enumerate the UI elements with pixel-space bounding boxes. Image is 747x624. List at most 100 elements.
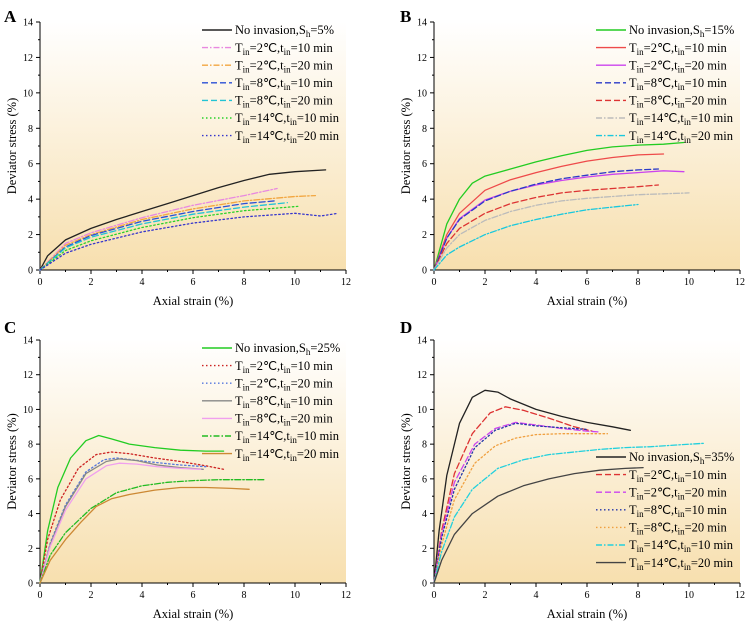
x-tick-label: 6	[585, 590, 590, 601]
series-line-4	[433, 422, 588, 584]
legend-label: No invasion,Sh=35%	[629, 450, 734, 466]
x-tick-label: 0	[38, 277, 43, 288]
y-tick-label: 14	[417, 18, 427, 29]
series-line-6	[39, 479, 266, 584]
x-tick-label: 4	[534, 590, 539, 601]
series-line-2	[39, 187, 278, 271]
plot-area	[434, 340, 740, 583]
legend-label: Tin=8℃,tin=20 min	[629, 94, 727, 110]
y-tick-label: 4	[28, 509, 33, 520]
y-tick-label: 6	[422, 159, 427, 170]
x-tick-label: 6	[585, 277, 590, 288]
series-line-6	[39, 205, 301, 271]
y-tick-label: 14	[23, 18, 33, 29]
legend-label: Tin=14℃,tin=10 min	[235, 429, 340, 445]
legend-label: No invasion,Sh=25%	[235, 341, 340, 357]
y-tick-label: 12	[23, 53, 33, 64]
y-tick-label: 12	[417, 53, 427, 64]
legend-label: Tin=14℃,tin=20 min	[235, 447, 340, 463]
legend-label: Tin=2℃,tin=10 min	[235, 41, 333, 57]
series-line-2	[39, 451, 225, 584]
legend-label: Tin=8℃,tin=20 min	[235, 412, 333, 428]
series-line-7	[433, 203, 639, 271]
y-tick-label: 2	[28, 230, 33, 241]
legend-label: Tin=8℃,tin=10 min	[629, 503, 727, 519]
x-tick-label: 2	[89, 277, 94, 288]
x-tick-label: 8	[242, 590, 247, 601]
x-tick-label: 0	[432, 277, 437, 288]
legend-label: Tin=8℃,tin=20 min	[235, 94, 333, 110]
x-tick-label: 2	[89, 590, 94, 601]
y-tick-label: 2	[422, 230, 427, 241]
x-tick-label: 2	[483, 277, 488, 288]
y-axis-title: Deviator stress (%)	[5, 413, 19, 510]
y-tick-label: 12	[23, 370, 33, 381]
x-tick-label: 8	[636, 277, 641, 288]
x-axis-title: Axial strain (%)	[153, 294, 234, 308]
x-axis-title: Axial strain (%)	[547, 294, 628, 308]
series-line-1	[39, 169, 327, 271]
legend-label: Tin=8℃,tin=10 min	[235, 76, 333, 92]
y-tick-label: 8	[28, 440, 33, 451]
series-line-2	[433, 406, 593, 584]
series-line-1	[433, 389, 632, 584]
series-line-3	[433, 421, 601, 584]
y-tick-label: 4	[422, 509, 427, 520]
y-tick-label: 8	[422, 440, 427, 451]
y-tick-label: 10	[23, 405, 33, 416]
y-tick-label: 4	[422, 195, 427, 206]
legend: No invasion,Sh=15% Tin=2℃,tin=10 minTin=2…	[596, 23, 734, 144]
x-axis-title: Axial strain (%)	[153, 607, 234, 621]
legend: No invasion,Sh=5% Tin=2℃,tin=10 minTin=2℃…	[202, 23, 340, 144]
legend-label: Tin=14℃,tin=10 min	[629, 111, 734, 127]
series-line-2	[433, 153, 665, 271]
legend: No invasion,Sh=25% Tin=2℃,tin=10 minTin=2…	[202, 341, 340, 462]
x-tick-label: 12	[341, 277, 351, 288]
y-axis-title: Deviator stress (%)	[5, 98, 19, 195]
series-line-1	[39, 434, 225, 584]
x-tick-label: 2	[483, 590, 488, 601]
panel-d: D 0 2 4 6 8 10 12 0 2 4 6 8 10 12 14 Axial strain (%) Dev…	[399, 318, 745, 621]
legend-label: Tin=14℃,tin=20 min	[235, 129, 340, 145]
series-line-3	[39, 194, 317, 271]
y-tick-label: 12	[417, 370, 427, 381]
legend-label: Tin=14℃,tin=10 min	[235, 111, 340, 127]
y-tick-label: 10	[417, 88, 427, 99]
legend-label: Tin=14℃,tin=20 min	[629, 556, 734, 572]
y-tick-label: 6	[28, 159, 33, 170]
series-line-5	[39, 462, 202, 584]
x-tick-label: 6	[191, 590, 196, 601]
legend-label: Tin=14℃,tin=20 min	[629, 129, 734, 145]
y-tick-label: 8	[422, 124, 427, 135]
panel-b: B 0 2 4 6 8 10 12 0 2 4 6 8 10 12 14 Axial strain (%) Dev…	[399, 7, 745, 308]
legend-label: Tin=2℃,tin=20 min	[629, 58, 727, 74]
panel-a: A 0 2 4 6 8 10 12 0 2 4 6 8 10 12 14 Axial strain (%) Dev…	[4, 7, 351, 308]
legend-label: Tin=2℃,tin=10 min	[629, 468, 727, 484]
y-axis-title: Deviator stress (%)	[399, 98, 413, 195]
y-tick-label: 14	[23, 336, 33, 347]
series-line-7	[39, 486, 250, 584]
panel-letter: A	[4, 7, 17, 26]
y-tick-label: 4	[28, 195, 33, 206]
x-tick-label: 12	[735, 277, 745, 288]
series-line-6	[433, 192, 690, 271]
y-tick-label: 8	[28, 124, 33, 135]
x-axis-title: Axial strain (%)	[547, 607, 628, 621]
legend-label: Tin=2℃,tin=20 min	[235, 376, 333, 392]
x-tick-label: 0	[38, 590, 43, 601]
x-tick-label: 4	[140, 590, 145, 601]
x-tick-label: 12	[341, 590, 351, 601]
panel-letter: C	[4, 318, 16, 337]
series-line-4	[39, 200, 276, 271]
series-line-1	[433, 141, 685, 271]
x-tick-label: 10	[290, 590, 300, 601]
x-tick-label: 8	[242, 277, 247, 288]
series-line-4	[433, 168, 660, 271]
panel-c: C 0 2 4 6 8 10 12 0 2 4 6 8 10 12 14 Axial strain (%) Dev…	[4, 318, 351, 621]
x-tick-label: 10	[684, 277, 694, 288]
y-tick-label: 2	[28, 544, 33, 555]
y-tick-label: 6	[28, 474, 33, 485]
plot-area	[40, 340, 346, 583]
x-tick-label: 10	[684, 590, 694, 601]
